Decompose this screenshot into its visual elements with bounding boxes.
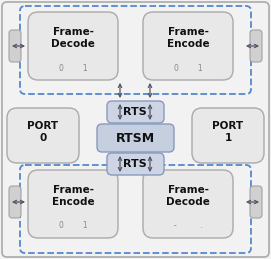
Text: Frame-
Encode: Frame- Encode: [52, 185, 94, 207]
Text: RTSM: RTSM: [115, 132, 154, 145]
FancyBboxPatch shape: [143, 12, 233, 80]
FancyBboxPatch shape: [9, 186, 21, 218]
Text: Frame-
Decode: Frame- Decode: [51, 27, 95, 49]
FancyBboxPatch shape: [9, 30, 21, 62]
Text: Frame-
Encode: Frame- Encode: [167, 27, 209, 49]
FancyBboxPatch shape: [7, 108, 79, 163]
Text: 0        1: 0 1: [174, 63, 202, 73]
Text: -          .: - .: [173, 221, 202, 231]
Text: PORT
0: PORT 0: [27, 121, 59, 143]
Text: Frame-
Decode: Frame- Decode: [166, 185, 210, 207]
Text: 0        1: 0 1: [59, 221, 87, 231]
FancyBboxPatch shape: [28, 12, 118, 80]
FancyBboxPatch shape: [97, 124, 174, 152]
FancyBboxPatch shape: [2, 2, 269, 257]
FancyBboxPatch shape: [250, 186, 262, 218]
FancyBboxPatch shape: [143, 170, 233, 238]
FancyBboxPatch shape: [250, 30, 262, 62]
Text: 0        1: 0 1: [59, 63, 87, 73]
FancyBboxPatch shape: [107, 101, 164, 123]
FancyBboxPatch shape: [28, 170, 118, 238]
Text: RTS: RTS: [123, 107, 147, 117]
Text: RTS: RTS: [123, 159, 147, 169]
FancyBboxPatch shape: [107, 153, 164, 175]
Text: PORT
1: PORT 1: [212, 121, 244, 143]
FancyBboxPatch shape: [192, 108, 264, 163]
